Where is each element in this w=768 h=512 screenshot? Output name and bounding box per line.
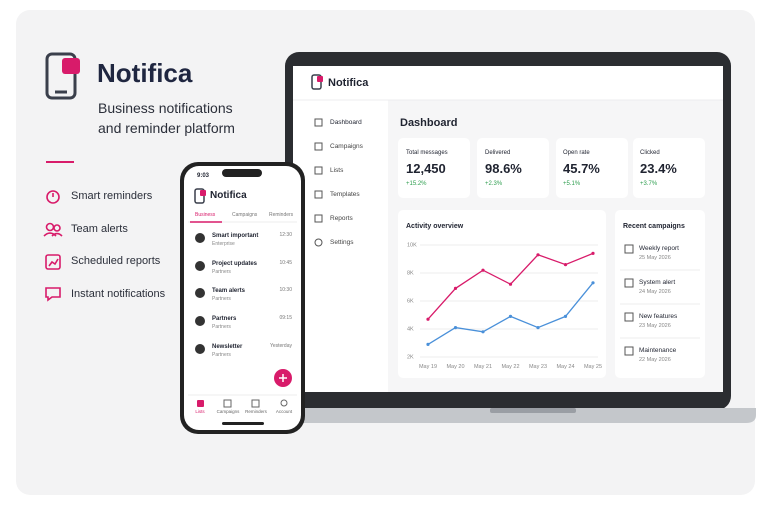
x-tick-label: May 23 — [529, 364, 547, 370]
nav-item: Reports — [330, 215, 353, 222]
point — [591, 251, 595, 255]
point — [481, 330, 485, 334]
y-tick-label: 10K — [407, 242, 417, 248]
campaign-name: Maintenance — [639, 347, 677, 354]
bottom-nav-item: Reminders — [245, 409, 267, 414]
nav-item: Templates — [330, 191, 360, 198]
feature: Instant notifications — [71, 287, 166, 300]
point — [426, 342, 430, 346]
point — [536, 326, 540, 330]
message-time: 10:45 — [279, 260, 292, 266]
message-time: Yesterday — [269, 343, 292, 349]
y-tick-label: 2K — [407, 354, 414, 360]
campaign-name: Weekly report — [639, 245, 679, 252]
x-tick-label: May 21 — [474, 364, 492, 370]
campaign-date: 23 May 2026 — [639, 323, 671, 329]
point — [508, 282, 513, 286]
bottom-nav-item: Lists — [195, 409, 205, 414]
feature: Team alerts — [71, 222, 128, 235]
stat-label: Delivered — [485, 150, 511, 156]
point — [536, 253, 540, 257]
stat-value: 98.6% — [485, 161, 522, 176]
recent-title: Recent campaigns — [623, 223, 685, 230]
campaign-name: System alert — [639, 279, 676, 286]
x-tick-label: May 19 — [419, 364, 437, 370]
stat-label: Total messages — [406, 150, 448, 156]
y-tick-label: 4K — [407, 326, 414, 332]
point — [426, 317, 430, 321]
point — [481, 268, 485, 272]
tab: Reminders — [269, 212, 294, 218]
message-subtitle: Partners — [212, 352, 231, 358]
point — [563, 263, 568, 267]
y-tick-label: 8K — [407, 270, 414, 276]
campaign-date: 24 May 2026 — [639, 289, 671, 295]
campaign-date: 25 May 2026 — [639, 255, 671, 261]
message-title: Smart important — [212, 233, 259, 239]
message-subtitle: Partners — [212, 324, 231, 330]
phone-app-name: Notifica — [210, 190, 247, 201]
series-line — [427, 252, 594, 320]
stat-change: +2.3% — [485, 181, 503, 187]
feature: Scheduled reports — [71, 255, 161, 267]
nav-item: Settings — [330, 239, 354, 246]
nav-item: Dashboard — [330, 119, 362, 126]
stat-change: +5.1% — [563, 181, 581, 187]
x-tick-label: May 25 — [584, 364, 602, 370]
campaign-date: 22 May 2026 — [639, 357, 671, 363]
bottom-nav-item: Account — [275, 409, 293, 414]
tab: Business — [195, 212, 216, 218]
message-title: Partners — [212, 316, 237, 322]
message-subtitle: Enterprise — [212, 241, 235, 247]
tab: Campaigns — [232, 212, 258, 218]
message-title: Project updates — [212, 261, 258, 267]
message-title: Newsletter — [212, 344, 243, 350]
message-title: Team alerts — [212, 288, 245, 294]
campaign-name: New features — [639, 313, 678, 320]
stat-value: 45.7% — [563, 161, 600, 176]
x-tick-label: May 22 — [501, 364, 519, 370]
point — [591, 281, 595, 285]
point — [563, 314, 568, 318]
message-time: 10:30 — [279, 287, 292, 293]
point — [453, 286, 458, 290]
stat-change: +15.2% — [406, 181, 427, 187]
message-subtitle: Partners — [212, 269, 231, 275]
brand-name: Notifica — [97, 58, 193, 88]
message-time: 12:30 — [279, 232, 292, 238]
nav-item: Campaigns — [330, 143, 363, 150]
x-tick-label: May 20 — [446, 364, 464, 370]
app-name: Notifica — [328, 77, 369, 89]
stat-label: Open rate — [563, 150, 590, 156]
point — [508, 314, 513, 318]
y-tick-label: 6K — [407, 298, 414, 304]
stat-value: 23.4% — [640, 161, 677, 176]
x-tick-label: May 24 — [556, 364, 574, 370]
bottom-nav-item: Campaigns — [216, 409, 240, 414]
nav-item: Lists — [330, 167, 344, 174]
message-time: 09:15 — [279, 315, 292, 321]
stat-label: Clicked — [640, 150, 660, 156]
page-title: Dashboard — [400, 117, 458, 129]
tagline: Business notifications and reminder plat… — [98, 100, 235, 136]
feature: Smart reminders — [71, 190, 153, 202]
message-subtitle: Partners — [212, 296, 231, 302]
stat-value: 12,450 — [406, 161, 446, 176]
chart-title: Activity overview — [406, 223, 464, 230]
stat-change: +3.7% — [640, 181, 658, 187]
phone-time: 9:03 — [197, 173, 210, 179]
point — [453, 326, 458, 330]
